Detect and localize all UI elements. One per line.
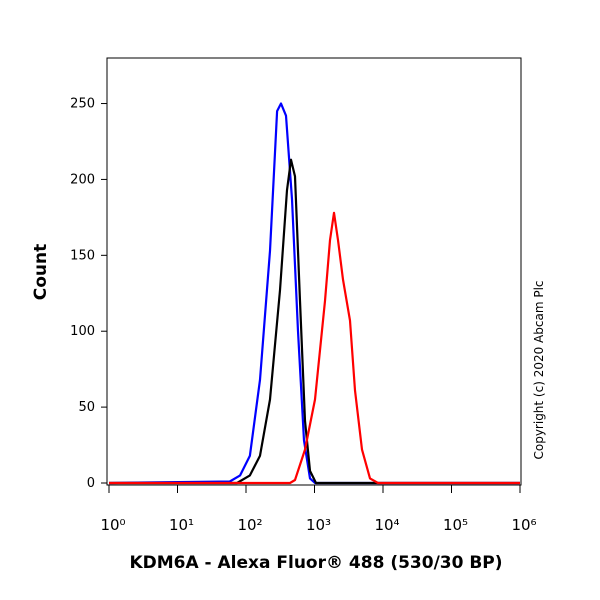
y-axis-label: Count [31,244,51,301]
histogram-line [108,102,520,485]
x-axis-label: KDM6A - Alexa Fluor® 488 (530/30 BP) [129,553,502,573]
x-tick-label: 10³ [306,516,331,534]
y-tick-label: 0 [87,476,95,491]
y-tick-label: 200 [70,172,95,187]
x-tick-label: 10⁰ [100,516,125,534]
copyright: Copyright (c) 2020 Abcam Plc [532,280,546,459]
x-tick-label: 10² [237,516,262,534]
y-tick-label: 100 [70,324,95,339]
x-tick-label: 10⁶ [511,516,536,534]
y-tick-label: 150 [70,248,95,263]
x-tick-label: 10⁴ [374,516,399,534]
histogram-line [109,211,520,485]
histogram-line [109,158,520,485]
x-tick-label: 10¹ [169,516,194,534]
x-tick-label: 10⁵ [443,516,468,534]
y-tick-label: 250 [70,97,95,112]
plot-frame [106,57,522,486]
y-tick-label: 50 [78,400,95,415]
